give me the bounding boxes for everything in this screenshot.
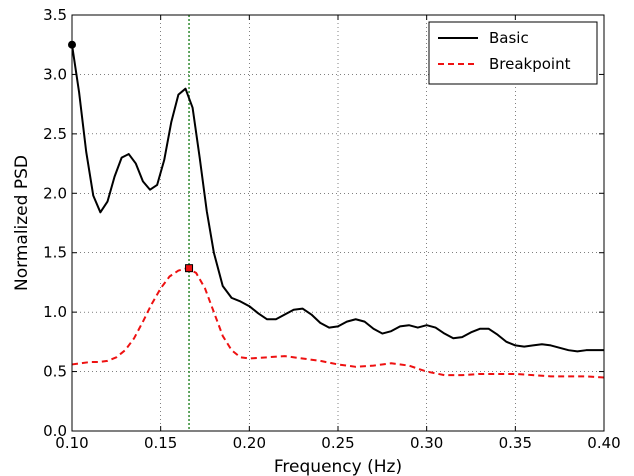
y-tick-label-2: 1.0 bbox=[43, 303, 67, 321]
y-tick-label-5: 2.5 bbox=[43, 125, 67, 143]
series-marker-breakpoint bbox=[185, 264, 194, 273]
y-tick-label-6: 3.0 bbox=[43, 65, 67, 83]
legend-box bbox=[428, 21, 598, 85]
series-group bbox=[68, 40, 605, 379]
series-line-breakpoint bbox=[71, 267, 605, 379]
x-tick-label-2: 0.20 bbox=[233, 434, 266, 452]
y-tick-label-1: 0.5 bbox=[43, 363, 67, 381]
y-tick-label-0: 0.0 bbox=[43, 422, 67, 440]
x-tick-label-5: 0.35 bbox=[499, 434, 532, 452]
legend: Basic Breakpoint bbox=[428, 21, 598, 85]
y-tick-label-4: 2.0 bbox=[43, 184, 67, 202]
series-line-basic bbox=[71, 44, 604, 353]
y-tick-label-3: 1.5 bbox=[43, 244, 67, 262]
y-tick-label-7: 3.5 bbox=[43, 6, 67, 24]
ticks: 0.10 0.15 0.20 0.25 0.30 0.35 0.40 0.0 0.5 1.0 1.5… bbox=[43, 6, 621, 452]
y-axis-label: Normalized PSD bbox=[12, 155, 32, 291]
x-tick-label-1: 0.15 bbox=[144, 434, 177, 452]
x-tick-label-0: 0.10 bbox=[55, 434, 88, 452]
x-tick-label-6: 0.40 bbox=[587, 434, 620, 452]
legend-label-basic: Basic bbox=[489, 29, 529, 47]
x-tick-label-3: 0.25 bbox=[321, 434, 354, 452]
x-tick-label-4: 0.30 bbox=[410, 434, 443, 452]
x-axis-label: Frequency (Hz) bbox=[274, 457, 402, 476]
legend-label-breakpoint: Breakpoint bbox=[489, 55, 571, 73]
